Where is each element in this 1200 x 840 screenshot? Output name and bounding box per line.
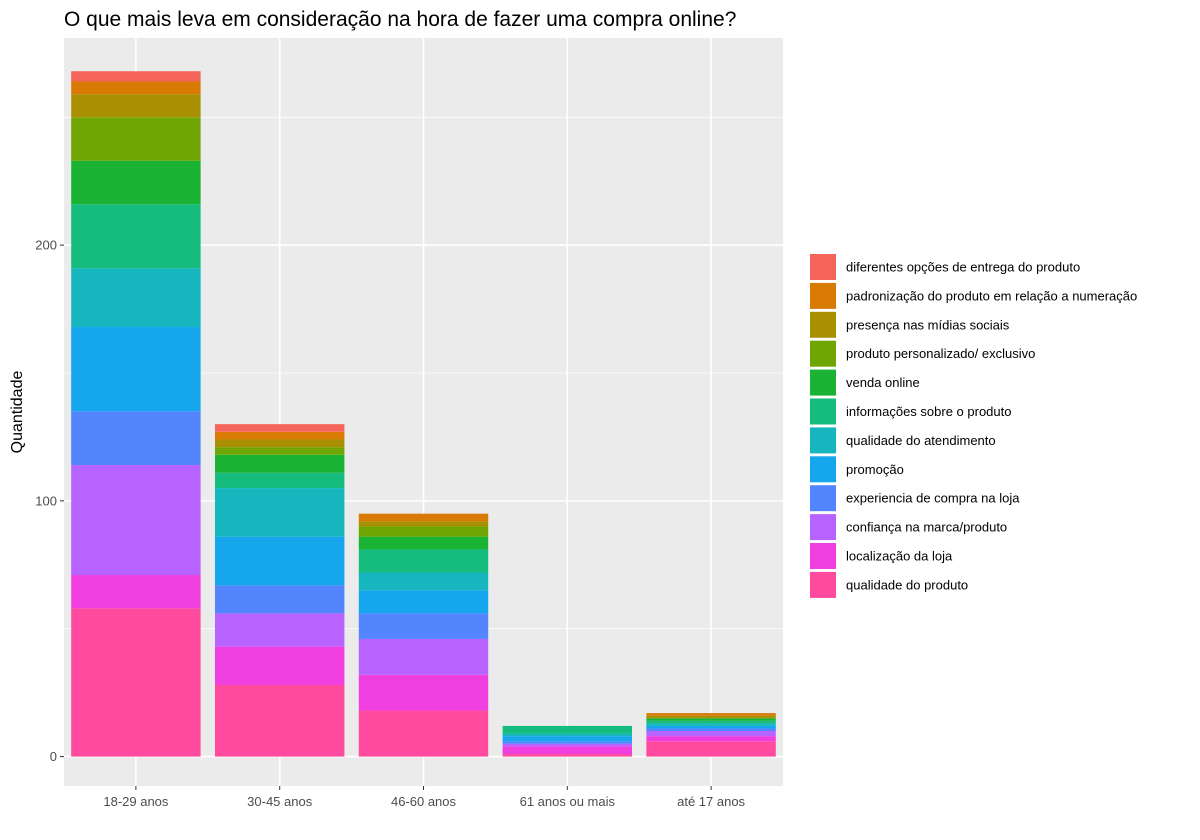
- bar-segment: [358, 572, 489, 591]
- legend-key: [810, 427, 836, 454]
- bar-segment: [71, 117, 201, 161]
- bar-segment: [358, 638, 489, 675]
- bar-segment: [646, 731, 776, 737]
- bar-segment: [214, 613, 345, 647]
- legend-label: qualidade do produto: [846, 577, 968, 592]
- bar-segment: [502, 743, 633, 747]
- bar-segment: [71, 465, 201, 576]
- legend-key: [810, 254, 836, 280]
- bar-segment: [214, 472, 345, 489]
- bar-segment: [502, 754, 633, 757]
- bar-segment: [71, 204, 201, 269]
- bar-segment: [358, 526, 489, 537]
- legend-label: promoção: [846, 462, 904, 477]
- bar-segment: [646, 720, 776, 724]
- bar-segment: [214, 585, 345, 614]
- bar-segment: [71, 575, 201, 609]
- x-tick-label: até 17 anos: [677, 794, 745, 809]
- bar-segment: [646, 728, 776, 732]
- bar-segment: [646, 736, 776, 742]
- chart-title: O que mais leva em consideração na hora …: [64, 8, 736, 31]
- legend-key: [810, 514, 836, 541]
- bar-segment: [358, 613, 489, 639]
- bar-segment: [502, 736, 633, 742]
- bar-segment: [502, 746, 633, 755]
- bar-segment: [71, 81, 201, 95]
- bar-segment: [358, 710, 489, 757]
- bar-segment: [71, 160, 201, 205]
- bar-segment: [214, 454, 345, 473]
- bar-segment: [71, 608, 201, 757]
- bar-segment: [502, 741, 633, 744]
- bar-segment: [214, 439, 345, 448]
- legend-key: [810, 282, 836, 309]
- legend-key: [810, 311, 836, 338]
- legend-label: presença nas mídias sociais: [846, 317, 1010, 332]
- x-axis: 18-29 anos 30-45 anos 46-60 anos 61 anos ou…: [103, 786, 746, 809]
- bar-segment: [646, 715, 776, 719]
- bar-segment: [646, 725, 776, 729]
- y-tick-label: 0: [50, 749, 57, 764]
- bar-segment: [214, 488, 345, 537]
- legend-label: informações sobre o produto: [846, 404, 1011, 419]
- bar-segment: [502, 725, 633, 734]
- bar-segment: [71, 411, 201, 466]
- legend-label: venda online: [846, 375, 920, 390]
- bar-segment: [358, 549, 489, 573]
- x-tick-label: 18-29 anos: [103, 794, 169, 809]
- bar-segment: [214, 646, 345, 685]
- legend-label: diferentes opções de entrega do produto: [846, 260, 1080, 275]
- legend-key: [810, 369, 836, 396]
- bar-segment: [358, 590, 489, 614]
- y-tick-label: 200: [35, 238, 57, 253]
- bar-segment: [502, 733, 633, 737]
- x-tick-label: 46-60 anos: [391, 794, 457, 809]
- bar-segment: [71, 94, 201, 118]
- y-axis-label: Quantidade: [9, 371, 26, 454]
- bar-segment: [214, 447, 345, 455]
- x-tick-label: 61 anos ou mais: [520, 794, 616, 809]
- bar-segment: [646, 741, 776, 757]
- bar-segment: [214, 431, 345, 440]
- legend-key: [810, 456, 836, 483]
- legend-label: padronização do produto em relação a num…: [846, 288, 1137, 303]
- bar-segment: [214, 424, 345, 432]
- bars: [71, 71, 776, 757]
- bar-segment: [71, 326, 201, 412]
- bar-segment: [646, 723, 776, 726]
- legend-key: [810, 485, 836, 512]
- legend-key: [810, 340, 836, 367]
- bar-segment: [358, 536, 489, 550]
- legend-label: qualidade do atendimento: [846, 433, 996, 448]
- y-axis: 0 100 200: [35, 238, 64, 764]
- bar-segment: [358, 521, 489, 527]
- bar-segment: [358, 513, 489, 522]
- legend-key: [810, 571, 836, 598]
- x-tick-label: 30-45 anos: [247, 794, 313, 809]
- legend-label: experiencia de compra na loja: [846, 491, 1020, 506]
- bar-segment: [646, 713, 776, 716]
- bar-segment: [646, 718, 776, 721]
- bar-segment: [214, 684, 345, 757]
- legend: diferentes opções de entrega do produto p…: [810, 254, 1137, 598]
- y-tick-label: 100: [35, 493, 57, 508]
- legend-key: [810, 543, 836, 569]
- legend-label: localização da loja: [846, 549, 953, 564]
- bar-segment: [71, 268, 201, 327]
- legend-label: confiança na marca/produto: [846, 520, 1007, 535]
- bar-segment: [358, 674, 489, 711]
- bar-segment: [214, 536, 345, 586]
- legend-label: produto personalizado/ exclusivo: [846, 346, 1035, 361]
- bar-segment: [71, 71, 201, 82]
- legend-key: [810, 398, 836, 425]
